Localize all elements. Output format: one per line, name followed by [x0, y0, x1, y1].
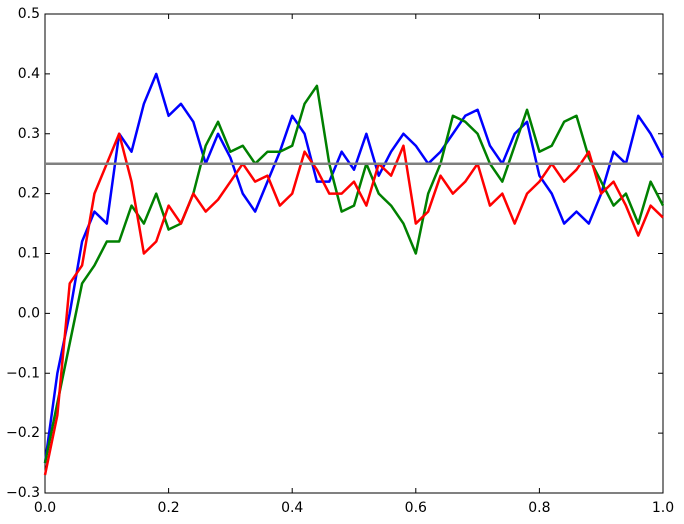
series-line [43, 132, 664, 476]
y-tick-label: 0.2 [18, 186, 40, 202]
y-tick-label: 0.3 [18, 126, 40, 142]
x-tick-label: 0.6 [405, 500, 427, 516]
x-tick-label: 0.2 [157, 500, 179, 516]
y-tick-label: 0.5 [18, 6, 40, 22]
x-tick-label: 0.4 [281, 500, 303, 516]
y-tick-label: 0.4 [18, 66, 40, 82]
y-tick-label: −0.3 [6, 485, 40, 501]
plot-frame [44, 13, 664, 494]
y-tick-label: −0.2 [6, 425, 40, 441]
x-tick-label: 1.0 [652, 500, 674, 516]
y-tick-label: −0.1 [6, 365, 40, 381]
x-tick-label: 0.8 [528, 500, 550, 516]
x-tick-label: 0.0 [34, 500, 56, 516]
y-tick-label: 0.0 [18, 305, 40, 321]
y-tick-label: 0.1 [18, 246, 40, 262]
series-line [43, 72, 665, 464]
series-line [43, 84, 665, 464]
